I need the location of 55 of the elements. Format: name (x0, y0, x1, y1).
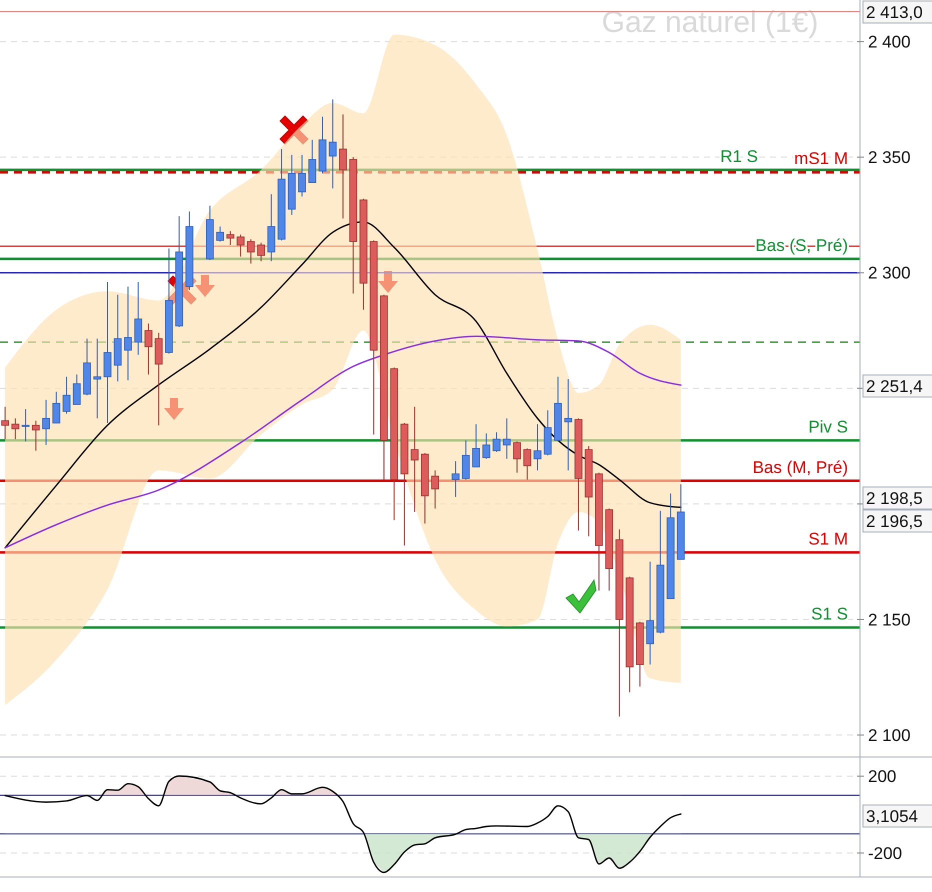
candlestick (93, 338, 102, 419)
y-tick-label: 2 100 (868, 726, 911, 745)
candlestick (22, 408, 30, 442)
ref-line-label: S1 M (808, 529, 848, 548)
candlestick (32, 420, 40, 452)
candlestick (257, 242, 265, 262)
candlestick (534, 424, 542, 471)
candlestick (1, 406, 10, 440)
candlestick (236, 234, 244, 258)
candlestick (308, 139, 316, 184)
candlestick (452, 460, 460, 498)
candlestick (216, 226, 224, 242)
candlestick (646, 561, 654, 666)
line-series (4, 336, 682, 549)
y-tick-label: 2 150 (868, 610, 911, 630)
candlestick (246, 238, 255, 264)
text: 2 251,4 (866, 376, 923, 396)
text: 2 196,5 (866, 512, 923, 531)
y-tick-label: 2 300 (868, 264, 911, 283)
candlestick (124, 286, 132, 381)
y-tick-label: 2 350 (868, 148, 911, 168)
line-series (4, 775, 682, 874)
candlestick (482, 432, 490, 460)
candlestick (523, 448, 532, 480)
candlestick (52, 391, 60, 424)
candlestick (62, 376, 70, 414)
text: 3,1054 (866, 806, 918, 826)
ref-line-label: S1 S (811, 604, 848, 624)
ref-line-label: Piv S (808, 417, 848, 436)
y-tick-label: -200 (868, 844, 902, 863)
candlestick (11, 418, 20, 440)
ref-line-label: Bas (M, Pré) (752, 458, 848, 477)
ref-line-label: mS1 M (794, 149, 848, 168)
candlestick (72, 374, 81, 406)
candlestick (502, 418, 511, 460)
candlestick (134, 281, 142, 356)
candlestick (462, 440, 470, 480)
y-tick-label: 200 (868, 767, 896, 786)
candlestick (144, 323, 152, 375)
candlestick (298, 154, 306, 197)
text: 2 413,0 (866, 2, 923, 22)
candlestick (492, 432, 500, 452)
candlestick (42, 399, 50, 446)
line-series (4, 221, 682, 549)
candlestick (564, 378, 572, 471)
y-tick-label: 2 400 (868, 32, 911, 52)
candlestick (431, 470, 440, 510)
candlestick (410, 406, 419, 512)
candlestick (226, 230, 234, 246)
candlestick (513, 440, 521, 474)
text: 2 198,5 (866, 488, 923, 508)
candlestick (472, 424, 480, 468)
candlestick (328, 98, 337, 189)
candlestick (339, 114, 347, 219)
ref-line-label: R1 S (720, 146, 758, 166)
